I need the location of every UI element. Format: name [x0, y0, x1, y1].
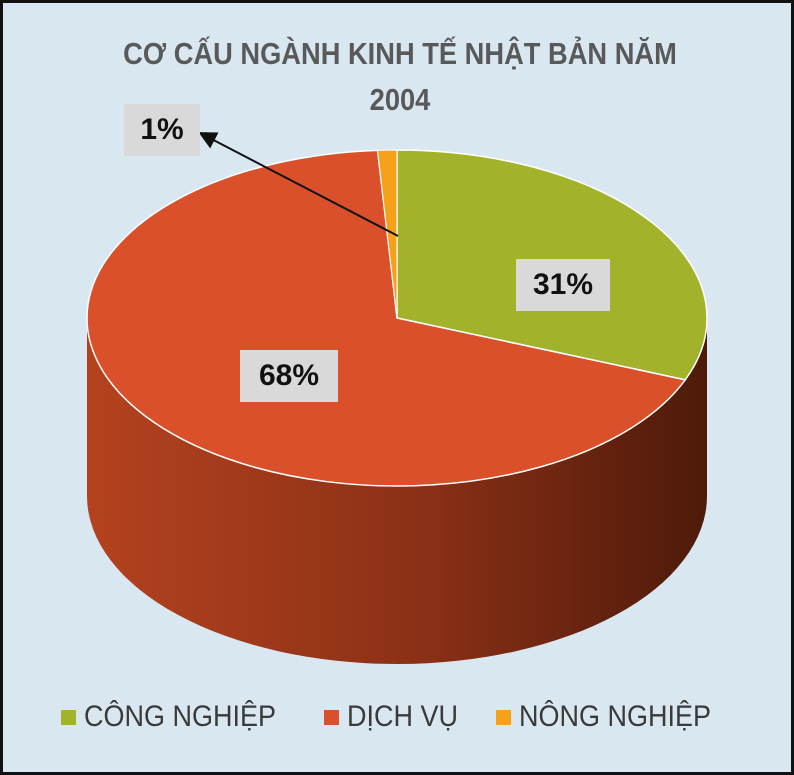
legend-label-nong-nghiep: NÔNG NGHIỆP [519, 700, 712, 733]
slice-nong-nghiep [376, 149, 398, 319]
chart-title-line-2: 2004 [369, 82, 431, 117]
data-label-nong-nghiep: 1% [124, 104, 200, 156]
legend-swatch-nong-nghiep [496, 709, 512, 725]
legend-label-cong-nghiep: CÔNG NGHIỆP [84, 700, 277, 733]
leader-arrow [198, 132, 399, 237]
data-label-dich-vu: 68% [240, 350, 338, 402]
pie-side-wall [87, 318, 707, 664]
legend-item-nong-nghiep: NÔNG NGHIỆP [496, 700, 732, 734]
legend-swatch-dich-vu [323, 709, 339, 725]
data-label-cong-nghiep: 31% [516, 259, 610, 311]
legend: CÔNG NGHIỆP DỊCH VỤ NÔNG NGHIỆP [0, 700, 794, 734]
chart-title-line-1: CƠ CẤU NGÀNH KINH TẾ NHẬT BẢN NĂM [123, 36, 677, 71]
legend-label-dich-vu: DỊCH VỤ [346, 700, 458, 733]
slice-dich-vu [86, 149, 687, 487]
chart-title: CƠ CẤU NGÀNH KINH TẾ NHẬT BẢN NĂM 2004 [51, 31, 750, 123]
legend-swatch-cong-nghiep [61, 709, 77, 725]
legend-item-dich-vu: DỊCH VỤ [323, 700, 470, 734]
legend-item-cong-nghiep: CÔNG NGHIỆP [61, 700, 297, 734]
